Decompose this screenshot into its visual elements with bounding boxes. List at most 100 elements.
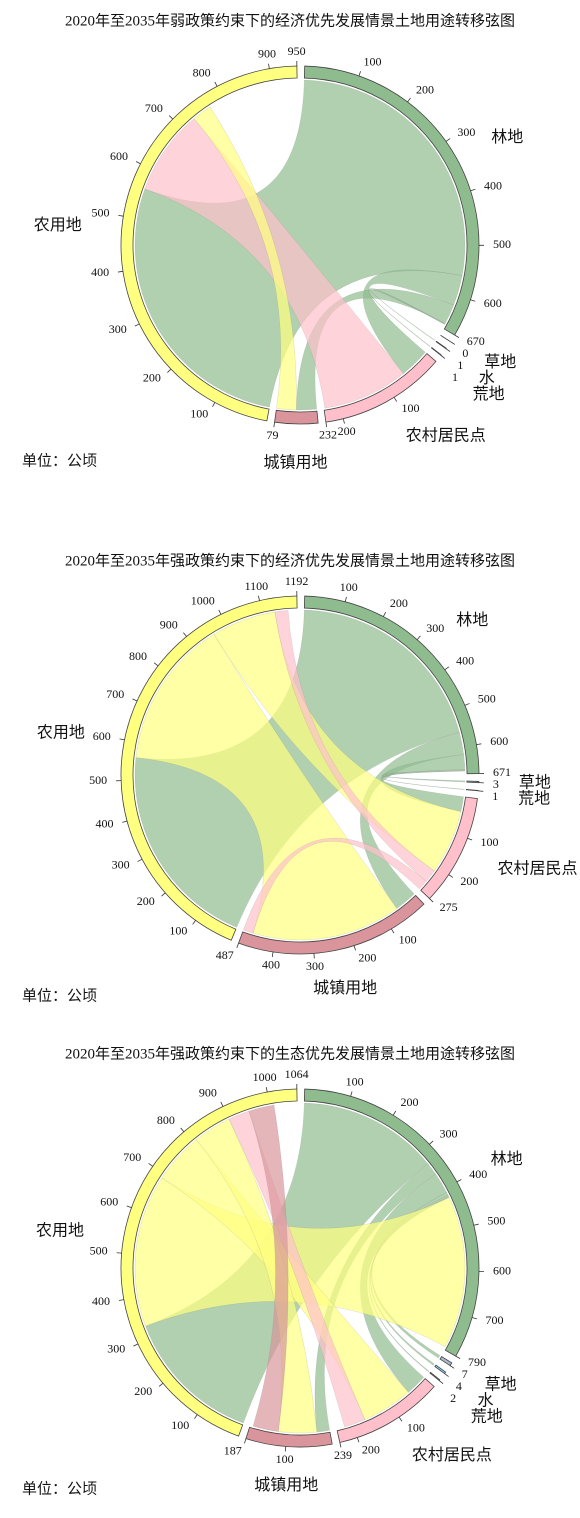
tick-label: 700 bbox=[485, 1313, 503, 1327]
total-label: 1192 bbox=[285, 574, 309, 588]
tick-mark bbox=[117, 270, 124, 273]
total-tick bbox=[444, 1373, 449, 1377]
tick-label: 600 bbox=[484, 296, 502, 310]
tick-mark bbox=[393, 397, 398, 402]
tick-label: 700 bbox=[123, 1150, 141, 1164]
tick-mark bbox=[344, 596, 347, 602]
node-label: 林地 bbox=[491, 128, 523, 146]
node-label: 草地 bbox=[519, 773, 551, 791]
total-tick bbox=[339, 1442, 342, 1448]
total-label: 950 bbox=[288, 44, 306, 58]
tick-label: 400 bbox=[484, 178, 502, 192]
tick-label: 800 bbox=[129, 649, 147, 663]
tick-label: 600 bbox=[100, 1195, 118, 1209]
total-label: 670 bbox=[467, 334, 485, 348]
ribbon bbox=[193, 106, 297, 411]
total-label: 3 bbox=[493, 777, 499, 791]
node-label: 农用地 bbox=[37, 724, 85, 742]
node-label: 城镇用地 bbox=[264, 454, 328, 472]
tick-mark bbox=[392, 1110, 397, 1116]
tick-label: 400 bbox=[262, 958, 280, 972]
tick-mark bbox=[265, 1087, 268, 1093]
ribbon bbox=[382, 770, 466, 790]
node-arc bbox=[440, 334, 451, 343]
total-label: 275 bbox=[440, 900, 458, 914]
tick-mark bbox=[118, 1299, 124, 1301]
total-label: 1 bbox=[457, 358, 463, 372]
tick-mark bbox=[220, 1101, 224, 1107]
tick-mark bbox=[356, 1437, 360, 1443]
tick-label: 900 bbox=[199, 1086, 217, 1100]
tick-mark bbox=[148, 1163, 153, 1167]
tick-mark bbox=[470, 188, 476, 192]
tick-mark bbox=[358, 71, 361, 77]
unit-label: 单位：公顷 bbox=[22, 1480, 97, 1497]
tick-label: 600 bbox=[110, 149, 128, 163]
tick-mark bbox=[212, 402, 216, 408]
tick-label: 100 bbox=[276, 1452, 294, 1466]
node-arc bbox=[430, 347, 442, 356]
ribbon bbox=[135, 633, 398, 941]
node-arc bbox=[120, 65, 298, 422]
chart-title: 2020年至2035年弱政策约束下的经济优先发展情景土地用途转移弦图 bbox=[65, 12, 515, 29]
tick-mark bbox=[126, 1205, 132, 1209]
tick-mark bbox=[192, 920, 196, 925]
total-label: 671 bbox=[493, 765, 511, 779]
node-arc bbox=[245, 1426, 333, 1448]
tick-mark bbox=[257, 595, 260, 601]
tick-mark bbox=[342, 418, 345, 424]
tick-label: 100 bbox=[364, 55, 382, 69]
node-label: 农村居民点 bbox=[412, 1446, 492, 1464]
tick-mark bbox=[137, 858, 143, 862]
tick-mark bbox=[429, 1140, 434, 1145]
node-label: 荒地 bbox=[473, 385, 505, 403]
tick-label: 600 bbox=[493, 1264, 511, 1278]
total-label: 239 bbox=[334, 1448, 352, 1462]
total-tick bbox=[445, 348, 451, 352]
tick-label: 100 bbox=[340, 580, 358, 594]
tick-label: 200 bbox=[143, 371, 161, 385]
total-label: 1 bbox=[492, 789, 498, 803]
total-tick bbox=[438, 1380, 444, 1384]
node-label: 水 bbox=[478, 1391, 494, 1409]
tick-mark bbox=[456, 1179, 462, 1183]
node-arc bbox=[303, 595, 480, 775]
tick-mark bbox=[180, 1127, 185, 1133]
tick-mark bbox=[476, 743, 482, 746]
ribbon bbox=[228, 1110, 366, 1428]
tick-mark bbox=[444, 666, 450, 671]
tick-label: 300 bbox=[306, 959, 324, 973]
tick-label: 200 bbox=[416, 82, 434, 96]
node-arc bbox=[434, 1364, 447, 1375]
tick-label: 600 bbox=[93, 729, 111, 743]
tick-label: 200 bbox=[390, 596, 408, 610]
tick-label: 300 bbox=[457, 125, 475, 139]
tick-label: 400 bbox=[96, 816, 114, 830]
tick-label: 200 bbox=[358, 951, 376, 965]
node-label: 农用地 bbox=[34, 216, 82, 234]
total-label: 0 bbox=[462, 346, 468, 360]
node-label: 农用地 bbox=[36, 1221, 84, 1239]
tick-mark bbox=[119, 738, 125, 741]
total-tick bbox=[325, 422, 328, 428]
chart-title: 2020年至2035年强政策约束下的经济优先发展情景土地用途转移弦图 bbox=[65, 552, 515, 569]
ribbon bbox=[195, 1118, 318, 1434]
node-label: 水 bbox=[479, 369, 495, 387]
node-arc bbox=[435, 340, 447, 350]
tick-mark bbox=[382, 611, 387, 617]
tick-mark bbox=[471, 1317, 477, 1320]
tick-label: 300 bbox=[426, 621, 444, 635]
tick-label: 300 bbox=[440, 1126, 458, 1140]
total-label: 7 bbox=[462, 1367, 468, 1381]
node-arc bbox=[465, 788, 479, 792]
tick-label: 500 bbox=[478, 692, 496, 706]
node-arc bbox=[120, 595, 298, 941]
ribbon bbox=[243, 837, 427, 934]
unit-label: 单位：公顷 bbox=[22, 987, 97, 1004]
tick-mark bbox=[122, 820, 128, 823]
total-label: 79 bbox=[267, 428, 279, 442]
ribbon bbox=[382, 769, 466, 783]
tick-label: 1100 bbox=[245, 579, 269, 593]
node-arc bbox=[120, 1088, 298, 1437]
tick-label: 100 bbox=[481, 835, 499, 849]
